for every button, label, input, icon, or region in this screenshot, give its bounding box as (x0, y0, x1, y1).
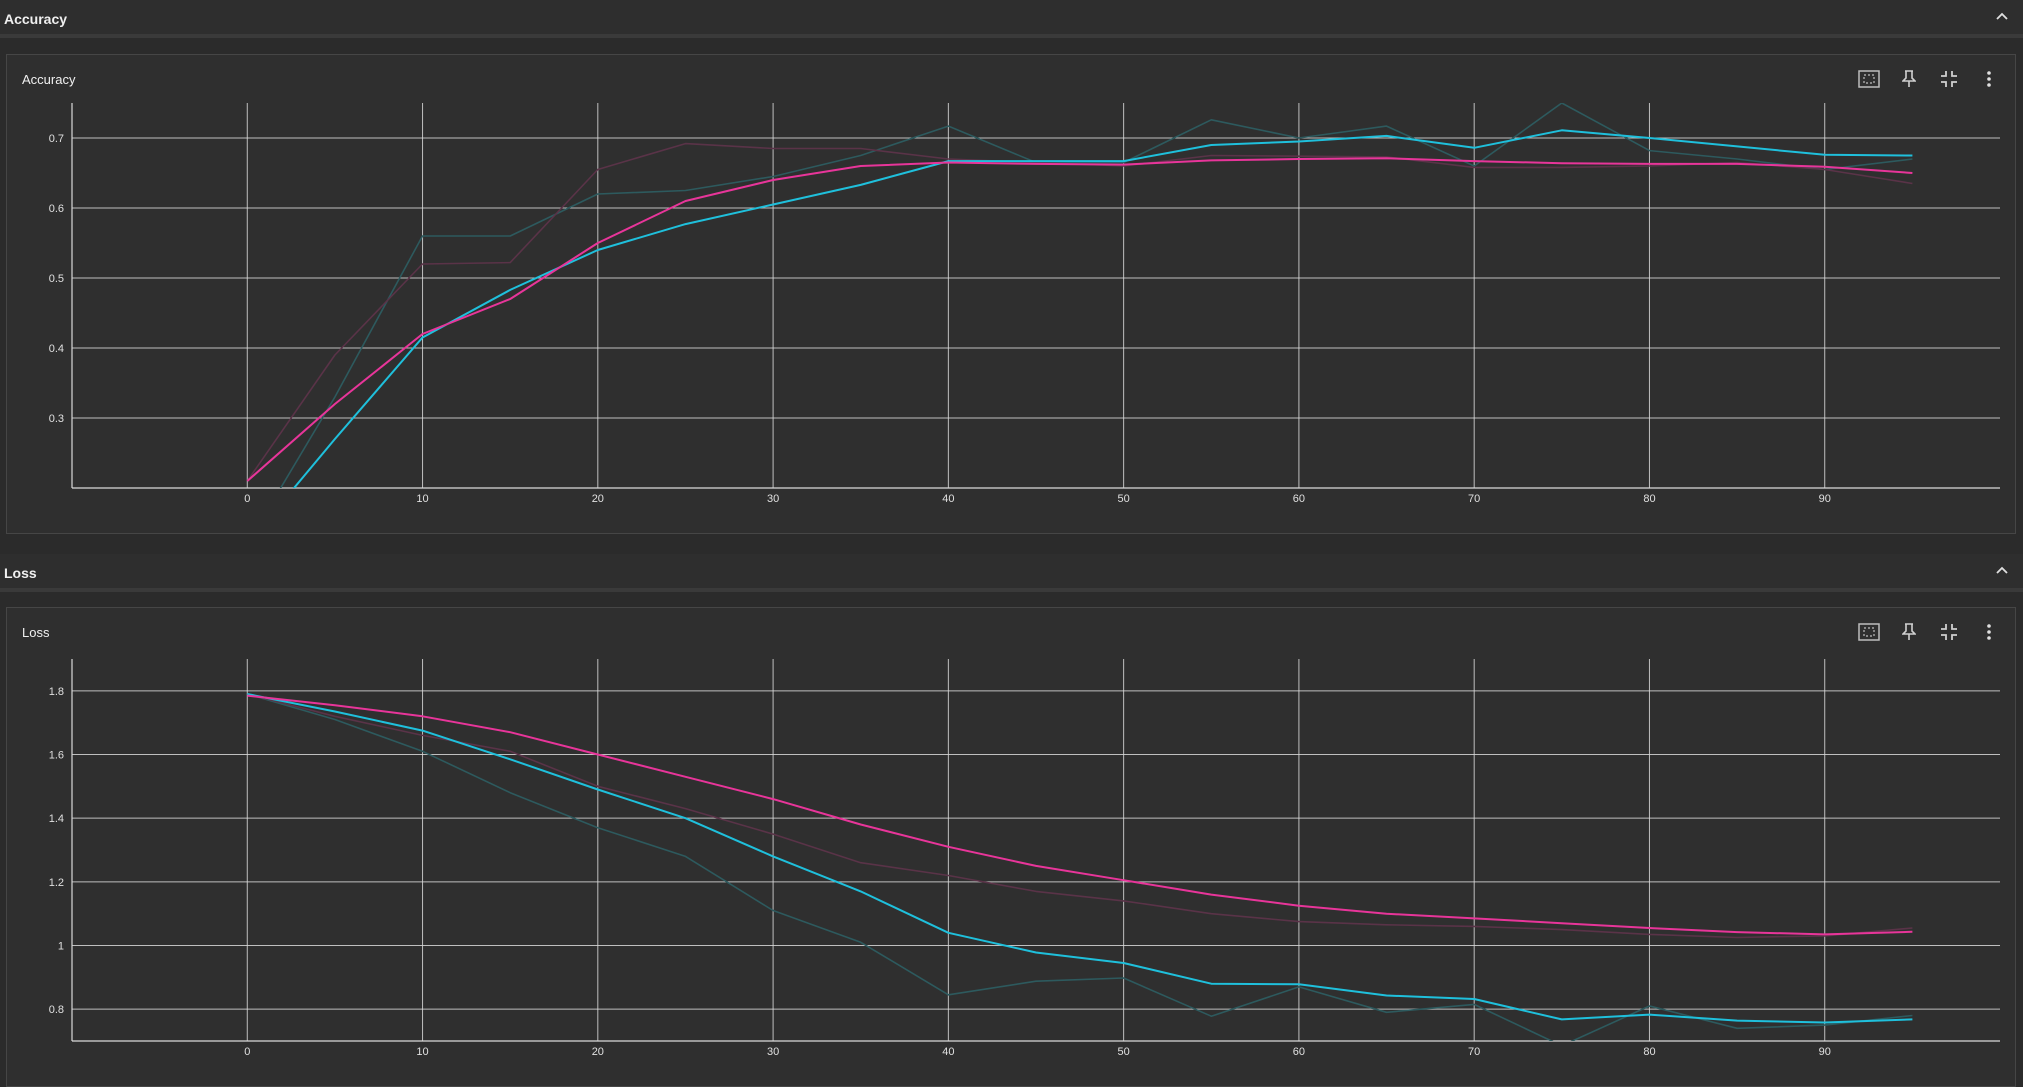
pin-icon (1902, 70, 1916, 87)
x-tick-label: 0 (244, 1046, 250, 1058)
x-tick-label: 40 (942, 493, 954, 505)
raw-series-line-0 (279, 103, 1913, 488)
y-tick-label: 1 (58, 941, 64, 953)
section-header-accuracy[interactable]: Accuracy (0, 0, 2023, 38)
chevron-up-icon[interactable] (1993, 8, 2011, 26)
pin-button[interactable] (1897, 620, 1921, 644)
x-tick-label: 0 (244, 493, 250, 505)
fit-domain-button[interactable] (1857, 620, 1881, 644)
y-tick-label: 0.5 (49, 273, 64, 285)
y-tick-label: 1.4 (49, 813, 64, 825)
x-tick-label: 90 (1819, 493, 1831, 505)
section-title: Loss (4, 565, 37, 581)
smoothed-series-line-2 (292, 129, 1913, 488)
x-tick-label: 80 (1643, 1046, 1655, 1058)
x-tick-label: 50 (1118, 493, 1130, 505)
fit-domain-icon (1858, 623, 1880, 641)
raw-series-line-1 (246, 142, 1913, 482)
y-tick-label: 0.7 (49, 133, 64, 145)
more-menu-button[interactable] (1977, 67, 2001, 91)
x-tick-label: 30 (767, 1046, 779, 1058)
accuracy-chart[interactable]: 0 10 20 30 40 50 60 70 80 90 0.3 0.4 0.5 0.6 0.7 (7, 55, 2015, 533)
loss-chart[interactable]: 0 10 20 30 40 50 60 70 80 90 0.8 1 1.2 1.4 1.6 1.8 (7, 608, 2015, 1086)
card-toolbar (1857, 620, 2001, 644)
x-tick-label: 90 (1819, 1046, 1831, 1058)
x-tick-label: 70 (1468, 493, 1480, 505)
x-tick-label: 20 (592, 493, 604, 505)
x-tick-label: 60 (1293, 1046, 1305, 1058)
collapse-card-button[interactable] (1937, 67, 1961, 91)
x-tick-label: 30 (767, 493, 779, 505)
y-tick-label: 1.8 (49, 686, 64, 698)
y-tick-label: 0.3 (49, 413, 64, 425)
x-tick-label: 70 (1468, 1046, 1480, 1058)
pin-button[interactable] (1897, 67, 1921, 91)
collapse-card-icon (1941, 71, 1957, 87)
smoothed-series-line-3 (246, 157, 1913, 482)
collapse-card-button[interactable] (1937, 620, 1961, 644)
smoothed-series-line-3 (247, 694, 1913, 936)
card-toolbar (1857, 67, 2001, 91)
y-tick-label: 1.6 (49, 750, 64, 762)
x-tick-label: 10 (416, 493, 428, 505)
x-tick-label: 60 (1293, 493, 1305, 505)
smoothed-series-line-2 (247, 693, 1913, 1024)
card-title: Loss (22, 625, 50, 640)
chevron-up-icon[interactable] (1993, 562, 2011, 580)
more-vert-icon (1987, 624, 1991, 640)
fit-domain-button[interactable] (1857, 67, 1881, 91)
raw-series-line-0 (247, 693, 1913, 1041)
chart-card-loss: Loss 0 10 20 30 40 50 60 70 80 90 0.8 1 1.2 1.4 1.6 1.8 (6, 607, 2016, 1087)
collapse-card-icon (1941, 624, 1957, 640)
more-vert-icon (1987, 71, 1991, 87)
fit-domain-icon (1858, 70, 1880, 88)
x-tick-label: 50 (1118, 1046, 1130, 1058)
x-tick-label: 80 (1643, 493, 1655, 505)
y-tick-label: 0.4 (49, 343, 64, 355)
x-tick-label: 40 (942, 1046, 954, 1058)
section-title: Accuracy (4, 11, 68, 27)
section-header-loss[interactable]: Loss (0, 554, 2023, 592)
y-tick-label: 0.8 (49, 1004, 64, 1016)
pin-icon (1902, 623, 1916, 640)
x-tick-label: 20 (592, 1046, 604, 1058)
more-menu-button[interactable] (1977, 620, 2001, 644)
y-tick-label: 1.2 (49, 877, 64, 889)
raw-series-line-1 (247, 693, 1913, 939)
x-tick-label: 10 (416, 1046, 428, 1058)
chart-card-accuracy: Accuracy 0 10 20 30 40 50 60 70 80 90 0.3 0.4 0.5 0.6… (6, 54, 2016, 534)
card-title: Accuracy (22, 72, 76, 87)
y-tick-label: 0.6 (49, 203, 64, 215)
